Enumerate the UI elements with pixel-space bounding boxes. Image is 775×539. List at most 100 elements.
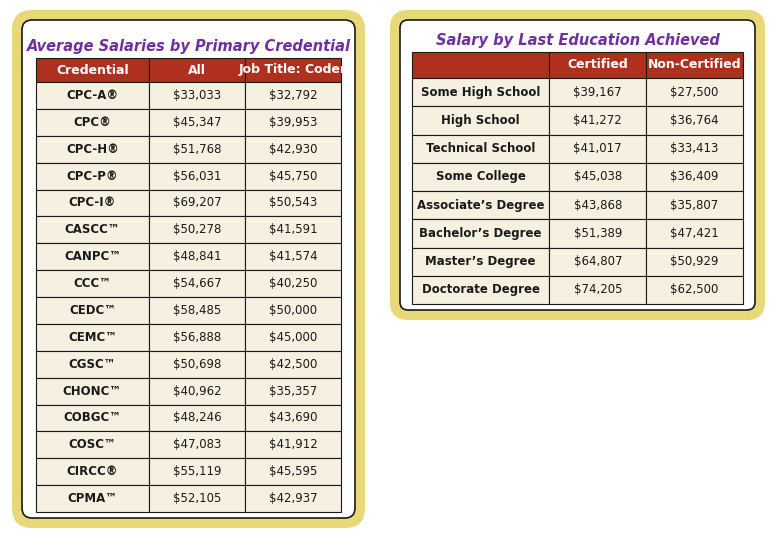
Bar <box>245 378 341 404</box>
Bar <box>549 78 646 106</box>
Bar <box>412 247 549 276</box>
Bar <box>412 219 549 247</box>
Bar <box>36 458 149 485</box>
Text: Certified: Certified <box>567 59 629 72</box>
Text: $27,500: $27,500 <box>670 86 718 99</box>
Text: $50,929: $50,929 <box>670 255 719 268</box>
Bar <box>245 270 341 297</box>
Text: $33,033: $33,033 <box>173 89 221 102</box>
Text: Salary by Last Education Achieved: Salary by Last Education Achieved <box>436 32 719 47</box>
Bar <box>646 78 743 106</box>
Bar <box>245 431 341 458</box>
Text: $36,764: $36,764 <box>670 114 719 127</box>
FancyBboxPatch shape <box>12 10 365 528</box>
Text: Average Salaries by Primary Credential: Average Salaries by Primary Credential <box>26 38 350 53</box>
Bar <box>36 351 149 378</box>
Text: $42,930: $42,930 <box>269 143 317 156</box>
Text: Job Title: Coder: Job Title: Coder <box>239 64 347 77</box>
Text: $74,205: $74,205 <box>574 284 622 296</box>
Text: Associate’s Degree: Associate’s Degree <box>417 199 544 212</box>
Bar <box>245 136 341 163</box>
Bar <box>149 58 245 82</box>
FancyBboxPatch shape <box>22 20 355 518</box>
Bar <box>149 190 245 216</box>
Bar <box>36 243 149 270</box>
Text: Bachelor’s Degree: Bachelor’s Degree <box>419 227 542 240</box>
Text: $33,413: $33,413 <box>670 142 718 155</box>
Bar <box>549 247 646 276</box>
Bar <box>149 485 245 512</box>
Bar <box>245 485 341 512</box>
Text: All: All <box>188 64 206 77</box>
Text: CIRCC®: CIRCC® <box>67 465 118 478</box>
Bar <box>149 351 245 378</box>
Bar <box>149 109 245 136</box>
Bar <box>149 216 245 243</box>
Text: $43,868: $43,868 <box>574 199 622 212</box>
Text: CEMC™: CEMC™ <box>68 331 117 344</box>
Text: $52,105: $52,105 <box>173 492 221 505</box>
Text: COSC™: COSC™ <box>68 438 116 451</box>
Bar <box>36 216 149 243</box>
Bar <box>412 106 549 135</box>
Bar <box>149 243 245 270</box>
Bar <box>549 135 646 163</box>
Bar <box>646 247 743 276</box>
Bar <box>149 270 245 297</box>
Text: $41,017: $41,017 <box>574 142 622 155</box>
Bar <box>149 324 245 351</box>
Text: $41,272: $41,272 <box>574 114 622 127</box>
Bar <box>36 136 149 163</box>
Bar <box>245 82 341 109</box>
Bar <box>36 163 149 190</box>
FancyBboxPatch shape <box>400 20 755 310</box>
Text: $35,807: $35,807 <box>670 199 718 212</box>
Bar <box>646 135 743 163</box>
Bar <box>245 190 341 216</box>
Bar <box>149 297 245 324</box>
Bar <box>646 219 743 247</box>
Text: $51,768: $51,768 <box>173 143 221 156</box>
Text: CPC-H®: CPC-H® <box>66 143 119 156</box>
Text: $40,250: $40,250 <box>269 277 317 290</box>
Text: CPC-I®: CPC-I® <box>69 196 116 210</box>
Bar <box>149 163 245 190</box>
Text: $56,031: $56,031 <box>173 170 221 183</box>
Bar <box>36 378 149 404</box>
Text: $48,841: $48,841 <box>173 250 221 263</box>
Text: $41,591: $41,591 <box>269 223 317 236</box>
Text: CASCC™: CASCC™ <box>64 223 120 236</box>
Text: Some College: Some College <box>436 170 525 183</box>
Bar <box>149 378 245 404</box>
Bar <box>549 52 646 78</box>
Bar <box>149 431 245 458</box>
Text: $47,421: $47,421 <box>670 227 719 240</box>
Text: $50,278: $50,278 <box>173 223 221 236</box>
Bar <box>36 109 149 136</box>
Text: COBGC™: COBGC™ <box>64 411 122 424</box>
Text: $50,000: $50,000 <box>269 304 317 317</box>
Bar <box>646 276 743 304</box>
Text: $45,347: $45,347 <box>173 116 221 129</box>
Text: $41,574: $41,574 <box>269 250 317 263</box>
Bar <box>412 135 549 163</box>
Text: Credential: Credential <box>56 64 129 77</box>
Bar <box>646 52 743 78</box>
Bar <box>245 297 341 324</box>
Text: $40,962: $40,962 <box>173 384 221 398</box>
Bar <box>245 458 341 485</box>
Bar <box>549 276 646 304</box>
Bar <box>646 191 743 219</box>
Bar <box>36 324 149 351</box>
Text: $39,167: $39,167 <box>574 86 622 99</box>
Text: CGSC™: CGSC™ <box>69 358 116 371</box>
Text: $50,543: $50,543 <box>269 196 317 210</box>
Text: $42,500: $42,500 <box>269 358 317 371</box>
Text: CPMA™: CPMA™ <box>67 492 118 505</box>
Text: $45,595: $45,595 <box>269 465 317 478</box>
Text: CANPC™: CANPC™ <box>64 250 121 263</box>
Text: $69,207: $69,207 <box>173 196 221 210</box>
Text: $39,953: $39,953 <box>269 116 317 129</box>
Bar <box>412 191 549 219</box>
Text: $56,888: $56,888 <box>173 331 221 344</box>
